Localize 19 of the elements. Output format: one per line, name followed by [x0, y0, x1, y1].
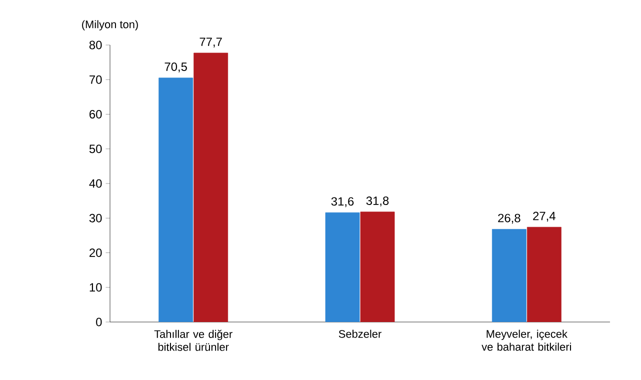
x-tick-label: Meyveler, içecek ve baharat bitkileri — [482, 330, 571, 351]
y-axis-title: (Milyon ton) — [82, 20, 138, 30]
data-label: 26,8 — [498, 214, 520, 224]
y-tick-label: 50 — [89, 144, 102, 154]
y-tick-label: 40 — [89, 179, 102, 188]
y-tick-label: 70 — [90, 75, 102, 84]
x-tick-label: Sebzeler — [338, 330, 382, 338]
data-label: 31,8 — [366, 196, 389, 206]
y-tick-label: 20 — [90, 248, 102, 257]
data-label: 31,6 — [331, 197, 354, 208]
x-tick-label: Tahıllar ve diğer bitkisel ürünler — [154, 330, 232, 351]
data-label: 27,4 — [533, 212, 556, 222]
data-label: 70,5 — [164, 62, 187, 72]
y-tick-label: 60 — [90, 110, 102, 118]
y-tick-label: 30 — [89, 214, 102, 222]
y-tick-label: 10 — [90, 283, 102, 292]
y-tick-label: 0 — [96, 318, 102, 326]
data-label: 77,7 — [200, 38, 222, 48]
y-tick-label: 80 — [89, 40, 102, 50]
